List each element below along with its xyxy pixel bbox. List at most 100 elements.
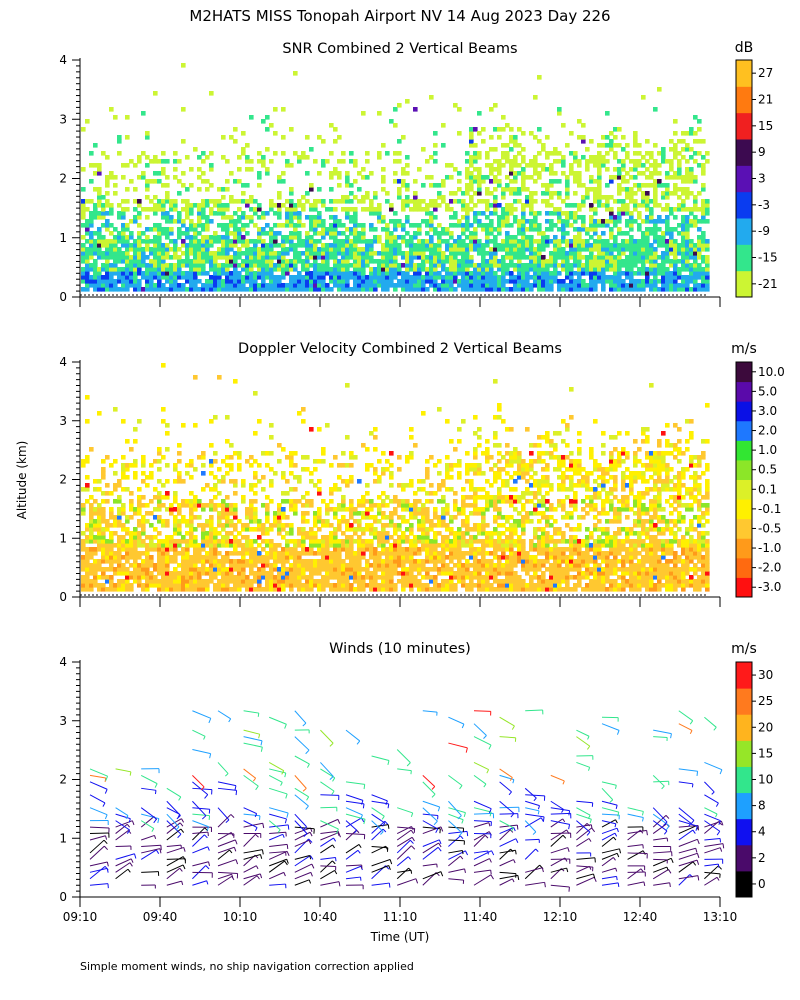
snr-cell (149, 259, 154, 264)
snr-cell (477, 283, 482, 288)
snr-cell (585, 287, 590, 292)
snr-cell (577, 207, 582, 212)
snr-cell (505, 251, 510, 256)
snr-cell (189, 207, 194, 212)
snr-cell (521, 211, 526, 216)
doppler-cell (353, 579, 358, 584)
snr-cell (661, 255, 666, 260)
doppler-cell (317, 587, 322, 592)
snr-cell (701, 267, 706, 272)
doppler-cell (245, 523, 250, 528)
doppler-cell (313, 535, 318, 540)
snr-cell (653, 279, 658, 284)
snr-cell (353, 207, 358, 212)
doppler-cell (93, 479, 98, 484)
doppler-cell (313, 551, 318, 556)
snr-cell (697, 263, 702, 268)
snr-cell (297, 215, 302, 220)
snr-cell (361, 199, 366, 204)
snr-cell (193, 267, 198, 272)
snr-cell (689, 267, 694, 272)
snr-cell (621, 287, 626, 292)
doppler-cell (205, 535, 210, 540)
doppler-cell (353, 555, 358, 560)
snr-cell (529, 259, 534, 264)
snr-cell (81, 235, 86, 240)
snr-cell (221, 271, 226, 276)
doppler-cell (357, 543, 362, 548)
snr-cell (685, 259, 690, 264)
doppler-cell (117, 583, 122, 588)
snr-cell (453, 263, 458, 268)
doppler-cell (305, 519, 310, 524)
snr-cell (153, 239, 158, 244)
doppler-cell (85, 395, 90, 400)
snr-cell (501, 271, 506, 276)
doppler-cell (301, 563, 306, 568)
snr-cell (465, 187, 470, 192)
snr-cell (353, 279, 358, 284)
snr-cell (269, 159, 274, 164)
snr-cell (369, 259, 374, 264)
snr-cell (353, 243, 358, 248)
snr-cell (705, 247, 710, 252)
snr-cell (501, 195, 506, 200)
doppler-cell (157, 539, 162, 544)
doppler-cell (165, 539, 170, 544)
doppler-cell (277, 531, 282, 536)
snr-cell (509, 247, 514, 252)
snr-cell (593, 271, 598, 276)
snr-cell (145, 275, 150, 280)
snr-cell (693, 175, 698, 180)
snr-cell (201, 171, 206, 176)
snr-cell (237, 283, 242, 288)
doppler-cell (253, 571, 258, 576)
snr-cell (489, 163, 494, 168)
doppler-cell (189, 555, 194, 560)
snr-cell (437, 223, 442, 228)
snr-cell (205, 179, 210, 184)
doppler-cell (137, 519, 142, 524)
doppler-cell (265, 495, 270, 500)
snr-cell (685, 179, 690, 184)
snr-cell (561, 155, 566, 160)
snr-cell (601, 159, 606, 164)
snr-cell (693, 215, 698, 220)
doppler-cell (165, 575, 170, 580)
doppler-cell (133, 459, 138, 464)
doppler-cell (221, 475, 226, 480)
doppler-cell (165, 535, 170, 540)
doppler-cell (169, 587, 174, 592)
snr-cell (545, 283, 550, 288)
snr-cell (393, 267, 398, 272)
snr-cell (281, 275, 286, 280)
snr-cell (241, 251, 246, 256)
doppler-cell (89, 511, 94, 516)
snr-cell (221, 243, 226, 248)
snr-cell (473, 267, 478, 272)
snr-cell (377, 207, 382, 212)
snr-cell (509, 187, 514, 192)
snr-cell (469, 275, 474, 280)
snr-cell (93, 211, 98, 216)
snr-cell (285, 287, 290, 292)
snr-cell (397, 247, 402, 252)
doppler-cell (337, 527, 342, 532)
snr-cell (333, 199, 338, 204)
snr-cell (537, 243, 542, 248)
snr-cell (333, 279, 338, 284)
snr-cell (597, 243, 602, 248)
snr-cell (673, 263, 678, 268)
doppler-cell (221, 563, 226, 568)
snr-cell (501, 275, 506, 280)
snr-cell (457, 199, 462, 204)
doppler-cell (157, 499, 162, 504)
snr-cell (349, 199, 354, 204)
doppler-cell (101, 467, 106, 472)
snr-cell (433, 279, 438, 284)
doppler-cell (197, 559, 202, 564)
doppler-cell (189, 575, 194, 580)
snr-cell (541, 247, 546, 252)
snr-cell (305, 255, 310, 260)
doppler-cell (305, 499, 310, 504)
